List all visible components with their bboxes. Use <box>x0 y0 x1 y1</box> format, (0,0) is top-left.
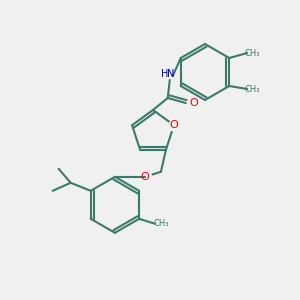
Text: N: N <box>167 69 174 79</box>
Text: H: H <box>161 69 168 79</box>
Text: CH₃: CH₃ <box>244 85 260 94</box>
Text: O: O <box>141 172 149 182</box>
Text: CH₃: CH₃ <box>244 49 260 58</box>
Text: O: O <box>189 98 198 108</box>
Text: CH₃: CH₃ <box>153 219 169 228</box>
Text: O: O <box>169 120 178 130</box>
